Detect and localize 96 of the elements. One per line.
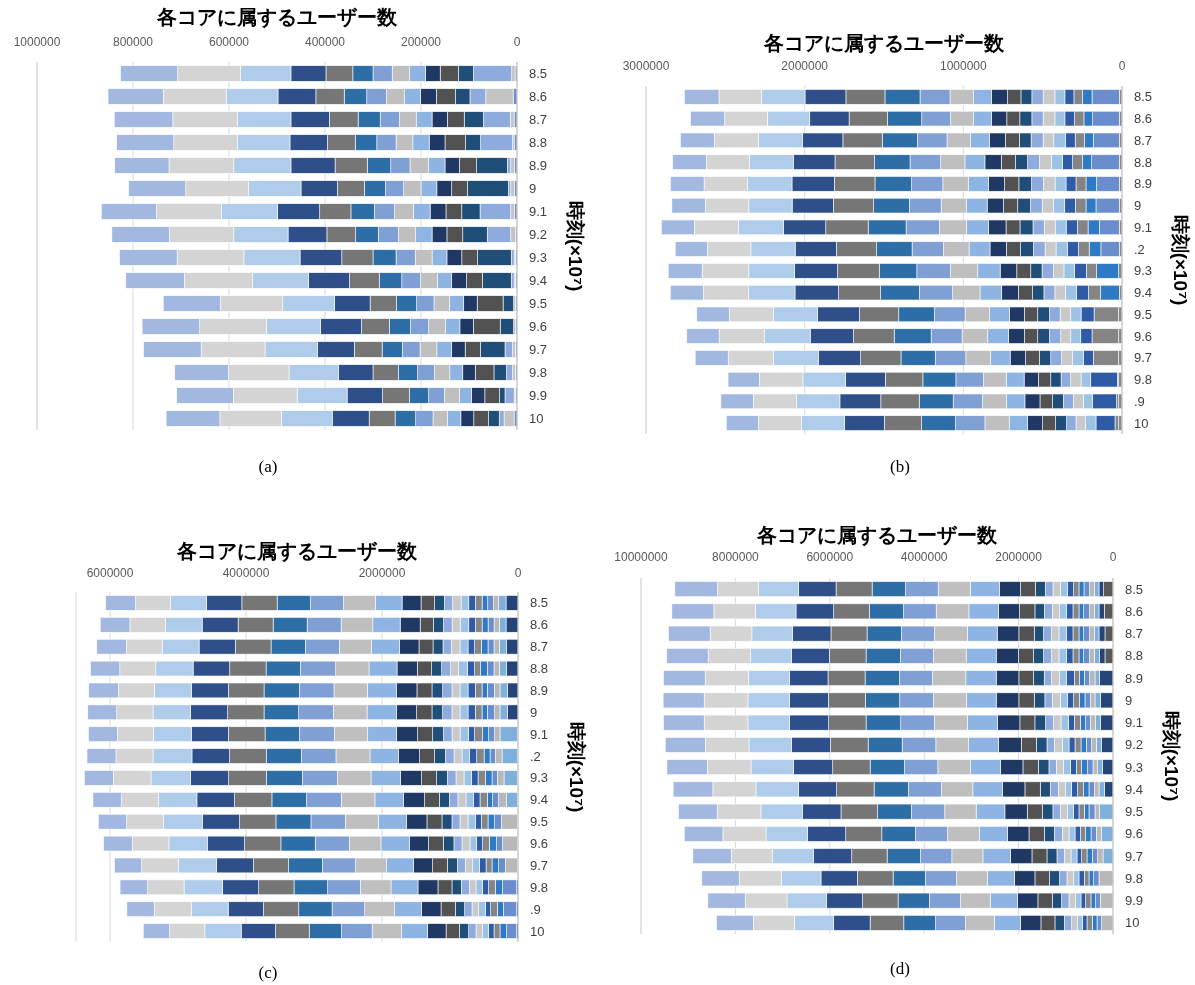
x-tick-label: 1000000 [13, 35, 61, 49]
y-tick-label: 8.9 [1125, 670, 1144, 686]
y-tick-label: 8.7 [530, 639, 549, 655]
x-tick-label: 800000 [112, 35, 154, 49]
y-tick-label: 8.5 [529, 66, 548, 81]
y-tick-label: 9.5 [1134, 306, 1153, 322]
x-tick-label: 4000000 [222, 566, 270, 580]
y-tick-label: .2 [530, 748, 541, 764]
chart-title: 各コアに属するユーザー数 [763, 32, 1005, 55]
x-tick-label: 0 [514, 566, 522, 580]
x-tick-label: 2000000 [995, 550, 1043, 564]
y-tick-label: 9.7 [529, 342, 548, 357]
y-tick-label: 8.6 [1125, 603, 1144, 619]
x-tick-label: 0 [1118, 59, 1126, 73]
y-tick-label: .9 [530, 901, 541, 917]
y-tick-label: 9.6 [1125, 826, 1144, 842]
y-tick-label: 9.7 [1125, 848, 1144, 864]
x-tick-label: 400000 [304, 35, 346, 49]
y-tick-label: 8.5 [1125, 581, 1144, 597]
y-tick-label: 10 [1125, 915, 1140, 931]
y-tick-label: 10 [530, 923, 545, 939]
y-tick-label: 9.6 [529, 319, 548, 334]
y-tick-label: 9.8 [1125, 870, 1144, 886]
y-tick-label: 8.7 [529, 112, 548, 127]
chart-title: 各コアに属するユーザー数 [176, 540, 418, 563]
y-tick-label: 8.5 [1134, 89, 1153, 105]
x-tick-label: 4000000 [900, 550, 948, 564]
y-tick-label: 8.8 [530, 661, 549, 677]
y-tick-label: 9 [1125, 692, 1133, 708]
y-tick-label: 8.6 [530, 617, 549, 633]
y-tick-label: 8.6 [1134, 111, 1153, 127]
y-axis-title: 時刻(×10⁷) [565, 200, 586, 292]
x-tick-label: 10000000 [614, 550, 669, 564]
y-tick-label: 8.8 [1134, 154, 1153, 170]
y-tick-label: .9 [1134, 393, 1145, 409]
x-tick-label: 3000000 [622, 59, 670, 73]
y-tick-label: 9 [1134, 198, 1142, 214]
y-tick-label: 9.3 [1125, 759, 1144, 775]
y-tick-label: 9.6 [1134, 328, 1153, 344]
y-tick-label: 9.2 [1125, 737, 1144, 753]
y-tick-label: 9.5 [1125, 804, 1144, 820]
y-tick-label: 8.8 [1125, 648, 1144, 664]
y-axis-title: 時刻(×10⁷) [566, 721, 587, 813]
y-tick-label: 8.7 [1125, 626, 1144, 642]
y-tick-label: 9.7 [530, 857, 549, 873]
y-tick-label: 9.5 [529, 296, 548, 311]
y-tick-label: 9 [529, 181, 537, 196]
x-tick-label: 0 [1109, 550, 1117, 564]
text: (b) [890, 457, 910, 476]
x-tick-label: 600000 [208, 35, 250, 49]
chart-title: 各コアに属するユーザー数 [156, 6, 398, 29]
x-tick-label: 0 [513, 35, 521, 49]
x-tick-label: 1000000 [939, 59, 988, 73]
y-axis-title: 時刻(×10⁷) [1161, 710, 1182, 802]
y-tick-label: 9.9 [1125, 893, 1144, 909]
y-tick-label: 9.1 [530, 726, 549, 742]
y-tick-label: 9.3 [530, 770, 549, 786]
y-tick-label: 9.1 [1134, 219, 1153, 235]
text: (a) [258, 457, 278, 476]
y-tick-label: 9.4 [1134, 285, 1153, 301]
y-tick-label: 9.3 [529, 250, 548, 265]
y-tick-label: 8.9 [1134, 176, 1153, 192]
chart-title: 各コアに属するユーザー数 [756, 524, 998, 547]
y-tick-label: 9.4 [529, 273, 548, 288]
y-tick-label: 9.4 [530, 792, 549, 808]
x-tick-label: 2000000 [358, 566, 406, 580]
y-tick-label: 9.1 [529, 204, 548, 219]
y-tick-label: .2 [1134, 241, 1145, 257]
y-tick-label: 9.6 [530, 836, 549, 852]
y-tick-label: 9.4 [1125, 781, 1144, 797]
y-tick-label: 8.8 [529, 135, 548, 150]
x-tick-label: 200000 [400, 35, 442, 49]
y-tick-label: 9.3 [1134, 263, 1153, 279]
y-axis-title: 時刻(×10⁷) [1170, 214, 1191, 306]
x-tick-label: 2000000 [781, 59, 829, 73]
y-tick-label: 9.8 [1134, 372, 1153, 388]
x-tick-label: 8000000 [712, 550, 760, 564]
y-tick-label: 9.9 [529, 388, 548, 403]
y-tick-label: 8.9 [529, 158, 548, 173]
y-tick-label: 9.8 [529, 365, 548, 380]
text: (c) [258, 963, 278, 982]
y-tick-label: 9.5 [530, 814, 549, 830]
x-tick-label: 6000000 [806, 550, 854, 564]
y-tick-label: 10 [529, 411, 544, 426]
x-tick-label: 6000000 [86, 566, 134, 580]
y-tick-label: 8.9 [530, 682, 549, 698]
y-tick-label: 9 [530, 704, 538, 720]
y-tick-label: 8.6 [529, 89, 548, 104]
y-tick-label: 9.2 [529, 227, 548, 242]
y-tick-label: 9.7 [1134, 350, 1153, 366]
text: (d) [890, 959, 910, 978]
y-tick-label: 9.8 [530, 879, 549, 895]
y-tick-label: 8.5 [530, 595, 549, 611]
y-tick-label: 8.7 [1134, 132, 1153, 148]
y-tick-label: 10 [1134, 415, 1149, 431]
y-tick-label: 9.1 [1125, 715, 1144, 731]
